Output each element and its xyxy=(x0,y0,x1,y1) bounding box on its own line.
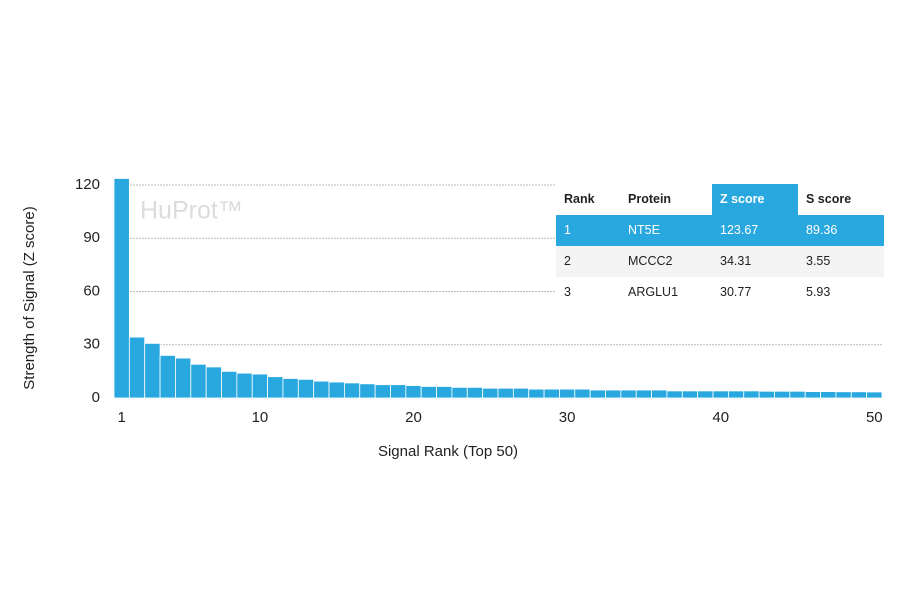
bar xyxy=(835,391,852,399)
column-header: S score xyxy=(806,192,851,206)
y-tick-label: 0 xyxy=(92,389,100,406)
x-tick-label: 10 xyxy=(252,409,269,426)
table-cell: NT5E xyxy=(628,223,660,237)
bar xyxy=(497,387,514,399)
bar xyxy=(635,389,652,399)
y-axis-title: Strength of Signal (Z score) xyxy=(21,206,38,389)
y-tick-label: 90 xyxy=(83,229,100,246)
bar xyxy=(850,391,868,399)
bar xyxy=(267,376,284,399)
table-cell: 5.93 xyxy=(806,285,830,299)
bar xyxy=(359,383,376,399)
table-cell: MCCC2 xyxy=(628,254,672,268)
bar xyxy=(559,388,576,399)
table-cell: 89.36 xyxy=(806,223,837,237)
bar xyxy=(328,381,345,399)
bar xyxy=(175,357,192,399)
x-axis-title: Signal Rank (Top 50) xyxy=(378,443,518,460)
bar xyxy=(774,390,791,399)
x-tick-label: 30 xyxy=(559,409,576,426)
bar xyxy=(620,389,637,399)
bar xyxy=(820,391,837,399)
bar xyxy=(343,382,361,399)
bar xyxy=(712,390,729,399)
bar xyxy=(651,389,668,399)
bar xyxy=(451,386,468,399)
bar xyxy=(420,386,437,399)
bar xyxy=(374,384,391,399)
bar xyxy=(743,390,760,399)
bar xyxy=(190,363,207,399)
x-tick-label: 40 xyxy=(712,409,729,426)
bar xyxy=(251,373,269,399)
bar xyxy=(205,366,222,399)
watermark: HuProt™ xyxy=(140,197,243,225)
bar xyxy=(128,336,146,399)
bar xyxy=(236,372,253,399)
bar xyxy=(390,384,407,399)
bar xyxy=(697,390,714,399)
x-tick-label: 1 xyxy=(118,409,126,426)
bar xyxy=(221,370,238,399)
bar xyxy=(605,389,622,399)
bar xyxy=(574,388,591,399)
bar xyxy=(282,378,299,399)
y-tick-label: 60 xyxy=(83,282,100,299)
y-tick-label: 30 xyxy=(83,336,100,353)
bar xyxy=(466,386,484,399)
bar xyxy=(436,386,453,399)
bar xyxy=(681,390,699,399)
bar xyxy=(528,388,545,399)
bar xyxy=(789,390,806,399)
x-tick-label: 20 xyxy=(405,409,422,426)
bar xyxy=(866,391,883,399)
bar xyxy=(313,380,330,399)
column-header: Z score xyxy=(720,192,765,206)
y-tick-label: 120 xyxy=(75,176,100,193)
bar xyxy=(728,390,745,399)
table-cell: 30.77 xyxy=(720,285,751,299)
table-cell: 2 xyxy=(564,254,571,268)
column-header: Rank xyxy=(564,192,595,206)
table-cell: 1 xyxy=(564,223,571,237)
bar xyxy=(405,385,422,399)
bar xyxy=(666,390,683,399)
bar xyxy=(804,391,821,399)
table-cell: 3.55 xyxy=(806,254,830,268)
row-stripe xyxy=(556,246,884,277)
row-highlight xyxy=(556,215,884,246)
table-cell: ARGLU1 xyxy=(628,285,678,299)
x-tick-label: 50 xyxy=(866,409,883,426)
bar xyxy=(144,342,161,399)
bar xyxy=(297,378,315,399)
header-highlight xyxy=(712,184,798,215)
table-cell: 123.67 xyxy=(720,223,758,237)
bar xyxy=(482,387,499,399)
table-cell: 3 xyxy=(564,285,571,299)
table-cell: 34.31 xyxy=(720,254,751,268)
bar xyxy=(512,387,530,399)
column-header: Protein xyxy=(628,192,671,206)
bar xyxy=(589,389,606,399)
bar xyxy=(758,390,775,399)
bar xyxy=(113,178,130,399)
bar xyxy=(543,388,560,399)
bar xyxy=(159,354,176,399)
